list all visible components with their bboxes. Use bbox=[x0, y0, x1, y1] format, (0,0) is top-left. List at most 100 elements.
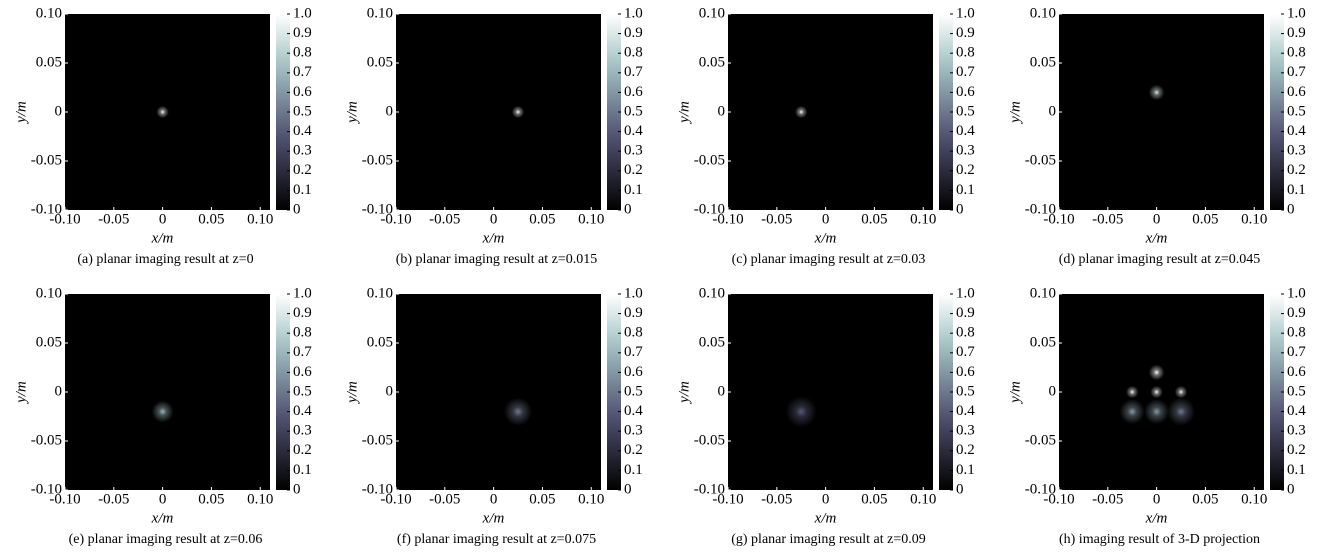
colorbar-tick-label: 0.5 bbox=[624, 103, 643, 119]
colorbar-tick-label: 0.1 bbox=[293, 182, 312, 198]
y-tick-label: 0.05 bbox=[36, 54, 62, 70]
y-tick-label: -0.05 bbox=[1025, 432, 1056, 448]
colorbar-tick-label: 0.4 bbox=[1287, 403, 1306, 419]
colorbar-tick-label: 0.5 bbox=[624, 383, 643, 399]
colorbar bbox=[607, 294, 621, 490]
x-tick-label: 0 bbox=[490, 491, 498, 507]
y-tick-label: -0.10 bbox=[1025, 201, 1056, 217]
y-tick-label: -0.05 bbox=[694, 432, 725, 448]
x-tick-label: 0.10 bbox=[910, 211, 936, 227]
y-axis-label: y/m bbox=[676, 101, 692, 125]
x-tick-label: 0.10 bbox=[247, 211, 273, 227]
x-tick-label: -0.10 bbox=[712, 491, 743, 507]
colorbar-tick-label: 0.4 bbox=[624, 123, 643, 139]
colorbar-tick-label: 1.0 bbox=[624, 5, 643, 21]
x-axis-label: x/m bbox=[814, 510, 837, 526]
colorbar-tick-label: 0.1 bbox=[293, 462, 312, 478]
x-axis-label: x/m bbox=[482, 230, 505, 246]
y-axis-label: y/m bbox=[676, 381, 692, 405]
panel: -0.10 -0.05 0 0.05 0.10-0.10-0.0500.050.10x/… bbox=[676, 285, 975, 547]
y-tick-label: 0.10 bbox=[367, 5, 393, 21]
x-axis-label: x/m bbox=[814, 230, 837, 246]
x-tick-label: -0.10 bbox=[49, 491, 80, 507]
colorbar-tick-label: 0.5 bbox=[293, 103, 312, 119]
x-tick-label: -0.05 bbox=[1092, 211, 1123, 227]
x-tick-label: 0.10 bbox=[910, 491, 936, 507]
x-tick-label: -0.05 bbox=[761, 211, 792, 227]
x-axis-label: x/m bbox=[1145, 230, 1168, 246]
y-tick-label: -0.05 bbox=[362, 432, 393, 448]
colorbar-tick-label: 0 bbox=[293, 481, 301, 497]
y-tick-label: -0.10 bbox=[694, 481, 725, 497]
x-tick-label: -0.05 bbox=[429, 211, 460, 227]
colorbar-tick-label: 1.0 bbox=[293, 5, 312, 21]
x-tick-label: -0.05 bbox=[98, 211, 129, 227]
colorbar-tick-label: 0.1 bbox=[956, 182, 975, 198]
y-tick-label: -0.05 bbox=[362, 152, 393, 168]
colorbar-tick-label: 0.2 bbox=[293, 162, 312, 178]
colorbar-tick-label: 0.7 bbox=[956, 344, 975, 360]
colorbar-tick-label: 0.9 bbox=[956, 25, 975, 41]
spot bbox=[511, 105, 525, 119]
x-tick-label: 0.05 bbox=[1192, 211, 1218, 227]
x-tick-label: -0.05 bbox=[98, 491, 129, 507]
y-tick-label: -0.10 bbox=[31, 481, 62, 497]
colorbar-tick-label: 0.5 bbox=[1287, 383, 1306, 399]
y-tick-label: 0.10 bbox=[699, 5, 725, 21]
y-tick-label: -0.05 bbox=[31, 152, 62, 168]
y-tick-label: 0.10 bbox=[1030, 5, 1056, 21]
colorbar-tick-label: 1.0 bbox=[1287, 285, 1306, 301]
x-axis-label: x/m bbox=[1145, 510, 1168, 526]
colorbar bbox=[276, 294, 290, 490]
colorbar-tick-label: 0 bbox=[1287, 201, 1295, 217]
colorbar-tick-label: 0.6 bbox=[624, 364, 643, 380]
y-tick-label: -0.10 bbox=[1025, 481, 1056, 497]
spot bbox=[503, 397, 533, 426]
x-tick-label: -0.05 bbox=[761, 491, 792, 507]
colorbar-tick-label: 0.3 bbox=[293, 143, 312, 159]
colorbar-tick-label: 0.6 bbox=[293, 364, 312, 380]
x-tick-label: -0.05 bbox=[429, 491, 460, 507]
x-tick-label: -0.10 bbox=[49, 211, 80, 227]
plot-background bbox=[728, 14, 933, 210]
colorbar-tick-label: 0.2 bbox=[624, 442, 643, 458]
colorbar bbox=[1270, 14, 1284, 210]
colorbar-tick-label: 0.9 bbox=[1287, 25, 1306, 41]
x-tick-label: 0 bbox=[1153, 491, 1161, 507]
colorbar-tick-label: 0.8 bbox=[1287, 45, 1306, 61]
y-tick-label: 0.05 bbox=[699, 334, 725, 350]
panel: -0.10 -0.05 0 0.05 0.10-0.10-0.0500.050.10x/… bbox=[13, 285, 312, 547]
caption: (b) planar imaging result at z=0.015 bbox=[396, 252, 598, 267]
spot bbox=[785, 395, 817, 428]
x-tick-label: 0.10 bbox=[578, 211, 604, 227]
x-tick-label: 0 bbox=[822, 211, 830, 227]
panel: -0.10 -0.05 0 0.05 0.10-0.10-0.0500.050.10x/… bbox=[13, 5, 312, 267]
colorbar-tick-label: 0.3 bbox=[1287, 143, 1306, 159]
colorbar-tick-label: 0.1 bbox=[1287, 182, 1306, 198]
panel: -0.10 -0.05 0 0.05 0.10-0.10-0.0500.050.10x/… bbox=[1007, 285, 1306, 547]
colorbar-tick-label: 0.7 bbox=[1287, 344, 1306, 360]
colorbar-tick-label: 0 bbox=[624, 201, 632, 217]
caption: (d) planar imaging result at z=0.045 bbox=[1059, 252, 1261, 267]
colorbar-tick-label: 0 bbox=[624, 481, 632, 497]
spot bbox=[1119, 399, 1145, 425]
x-tick-label: 0.05 bbox=[529, 491, 555, 507]
spot bbox=[1166, 397, 1196, 426]
colorbar-tick-label: 0.3 bbox=[956, 423, 975, 439]
x-tick-label: 0.05 bbox=[861, 491, 887, 507]
y-tick-label: 0 bbox=[718, 103, 726, 119]
spot bbox=[1125, 385, 1139, 399]
colorbar-tick-label: 0.2 bbox=[293, 442, 312, 458]
colorbar-tick-label: 0.3 bbox=[1287, 423, 1306, 439]
colorbar-tick-label: 0.4 bbox=[624, 403, 643, 419]
x-axis-label: x/m bbox=[151, 510, 174, 526]
y-tick-label: 0 bbox=[55, 103, 63, 119]
y-tick-label: 0.10 bbox=[367, 285, 393, 301]
colorbar-tick-label: 0.9 bbox=[293, 25, 312, 41]
colorbar-tick-label: 0.8 bbox=[293, 45, 312, 61]
y-tick-label: 0.10 bbox=[1030, 285, 1056, 301]
colorbar-tick-label: 0.3 bbox=[956, 143, 975, 159]
spot bbox=[794, 105, 808, 119]
y-tick-label: 0 bbox=[386, 103, 394, 119]
y-axis-label: y/m bbox=[344, 101, 360, 125]
